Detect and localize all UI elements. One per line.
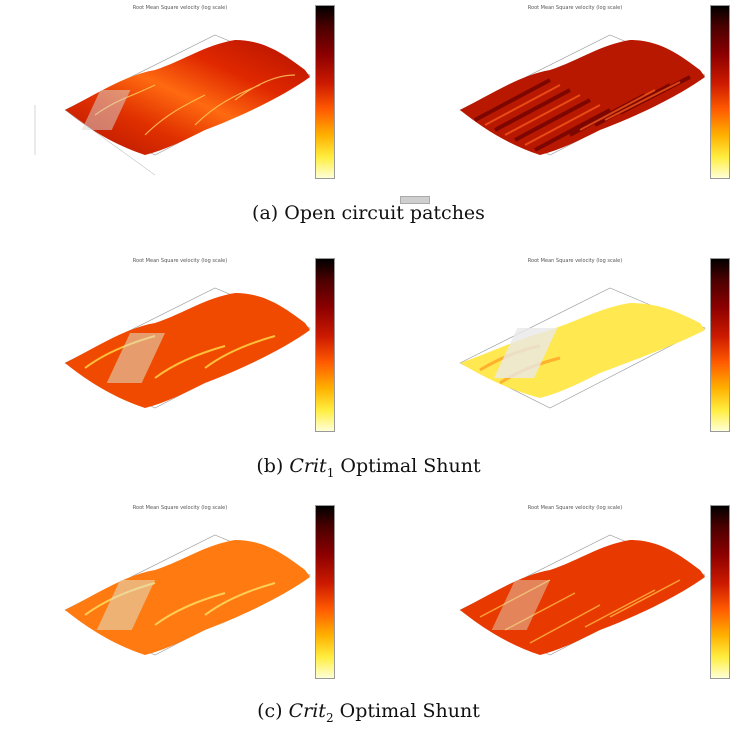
caption-prefix: (b): [256, 455, 290, 477]
surface-plot: [64, 534, 311, 656]
colorbar: [315, 258, 335, 432]
colorbar: [710, 505, 730, 679]
surface-plot: [64, 287, 311, 409]
caption-subscript: 2: [325, 710, 334, 725]
plot-title: Root Mean Square velocity (log scale): [527, 258, 623, 264]
caption-suffix: Optimal Shunt: [333, 700, 480, 722]
plot-c-left: Root Mean Square velocity (log scale): [5, 505, 335, 695]
caption-suffix: Optimal Shunt: [334, 455, 481, 477]
caption-b: (b) Crit1 Optimal Shunt: [0, 455, 737, 480]
colorbar: [710, 258, 730, 432]
surface-plot: [459, 287, 706, 409]
caption-crit: Crit: [288, 700, 326, 722]
plot-b-left: Root Mean Square velocity (log scale): [5, 258, 335, 448]
caption-subscript: 1: [326, 465, 335, 480]
colorbar: [710, 5, 730, 179]
surface-plot: [459, 534, 706, 656]
toolbar-chip: [400, 196, 430, 204]
plot-title: Root Mean Square velocity (log scale): [527, 5, 623, 11]
surface-plot: [34, 34, 311, 176]
plot-title: Root Mean Square velocity (log scale): [132, 505, 228, 511]
surface-plot: [459, 34, 706, 156]
caption-c: (c) Crit2 Optimal Shunt: [0, 700, 737, 725]
caption-prefix: (c): [257, 700, 289, 722]
plot-title: Root Mean Square velocity (log scale): [527, 505, 623, 511]
plot-title: Root Mean Square velocity (log scale): [132, 258, 228, 264]
plot-a-left: Root Mean Square velocity (log scale): [5, 5, 335, 195]
plot-title: Root Mean Square velocity (log scale): [132, 5, 228, 11]
caption-a: (a) Open circuit patches: [252, 202, 485, 224]
colorbar: [315, 505, 335, 679]
caption-crit: Crit: [289, 455, 327, 477]
plot-c-right: Root Mean Square velocity (log scale): [400, 505, 730, 695]
colorbar: [315, 5, 335, 179]
plot-a-right: Root Mean Square velocity (log scale): [400, 5, 730, 195]
plot-b-right: Root Mean Square velocity (log scale): [400, 258, 730, 448]
